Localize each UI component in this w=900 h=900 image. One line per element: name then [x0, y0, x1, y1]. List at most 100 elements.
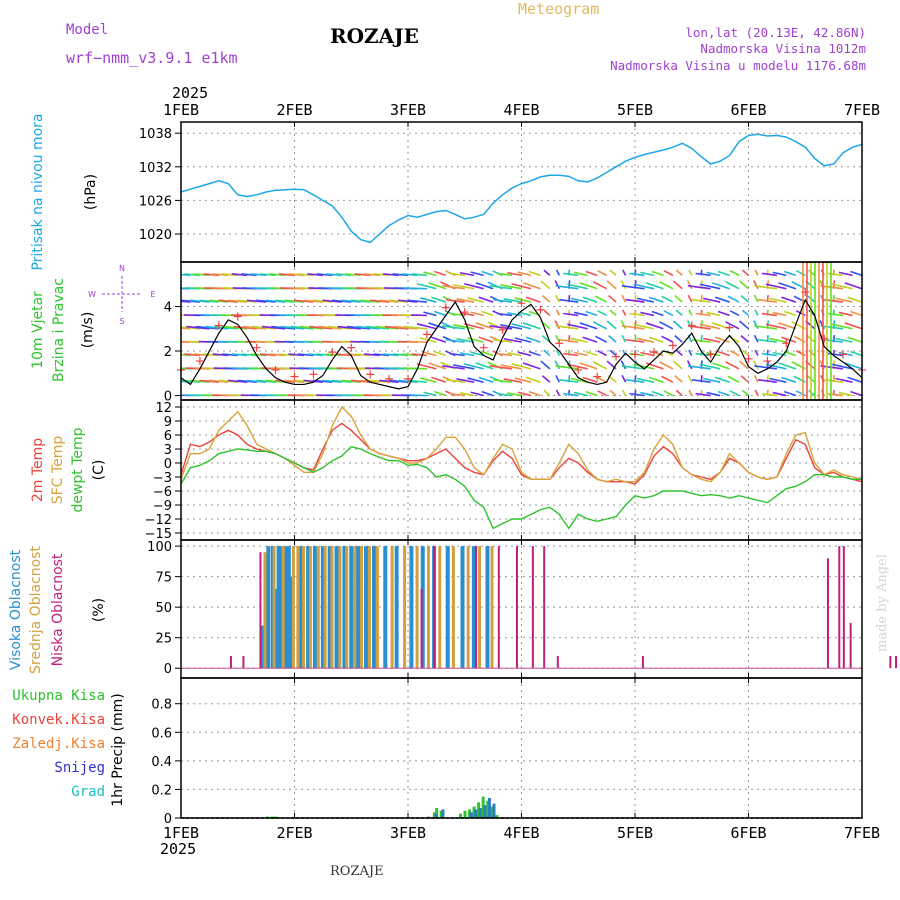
wind-arrow: [784, 350, 797, 357]
wind-arrow: [401, 353, 418, 357]
cloud-bar: [323, 546, 327, 669]
wind-arrow: [434, 270, 447, 277]
precip-bar: [434, 813, 438, 818]
wind-arrow: [470, 271, 484, 277]
wind-arrow: [193, 273, 210, 277]
cloud-bar: [308, 546, 312, 669]
wind-arrow: [772, 271, 787, 277]
cloud-bar: [263, 552, 267, 669]
gust-marker: [214, 321, 223, 330]
wind-arrow: [303, 379, 323, 383]
precip-bar: [490, 806, 494, 818]
wind-arrow: [181, 381, 182, 383]
gust-marker: [479, 343, 488, 352]
wind-arrow: [621, 285, 645, 290]
precip-bar: [472, 806, 476, 818]
wind-arrow: [640, 311, 655, 317]
wind-arrow: [636, 297, 655, 303]
precip-bar: [478, 808, 482, 818]
x-tick-label-top: 4FEB: [503, 101, 539, 119]
wind-arrow: [633, 283, 655, 290]
wind-arrow: [218, 299, 238, 303]
cloud-bar: [296, 546, 300, 669]
wind-arrow: [675, 349, 683, 357]
x-tick-label-top: 6FEB: [730, 101, 766, 119]
y-tick-label: −12: [145, 513, 172, 528]
wind-arrow: [636, 337, 655, 343]
wind-arrow: [500, 364, 522, 370]
wind-arrow: [592, 361, 607, 370]
wind-arrow: [392, 353, 409, 357]
wind-arrow: [481, 350, 494, 357]
y-tick-label: 0: [164, 812, 172, 827]
wind-arrow: [205, 325, 229, 330]
wind-arrow: [309, 325, 333, 330]
wind-arrow: [741, 309, 750, 317]
wind-arrow: [740, 335, 750, 343]
wind-arrow: [741, 269, 750, 276]
cloud-bar: [327, 546, 332, 669]
wind-arrow: [452, 283, 475, 290]
cloud-bar: [286, 546, 291, 669]
wind-arrow: [795, 350, 806, 357]
wind-arrow: [850, 270, 862, 277]
wind-arrow: [844, 322, 862, 330]
lonlat-label: lon,lat (20.13E, 42.86N): [685, 25, 866, 40]
wind-arrow: [592, 281, 607, 290]
gust-marker: [233, 312, 242, 321]
wind-arrow: [640, 351, 655, 357]
wind-arrow: [316, 273, 333, 277]
y-tick-label: 0: [164, 662, 172, 677]
cloud-bar: [338, 546, 342, 669]
cloud-bar: [826, 558, 829, 669]
gust-marker: [517, 299, 526, 308]
precip-bar: [435, 808, 439, 818]
wind-arrow: [795, 390, 806, 397]
wind-arrow: [765, 323, 787, 330]
cloud-bar: [274, 588, 279, 669]
wind-arrow: [609, 269, 617, 276]
wind-arrow: [633, 323, 655, 330]
wind-arrow: [672, 280, 683, 290]
wind-arrow: [449, 392, 465, 397]
wind-arrow: [688, 269, 693, 276]
temp-line-2: [180, 445, 862, 530]
x-tick-label-top: 3FEB: [390, 101, 426, 119]
precip-bar: [458, 813, 462, 818]
cloud-bar: [842, 546, 845, 669]
wind-arrow: [434, 350, 447, 357]
wind-arrow: [543, 389, 551, 397]
wind-arrow: [322, 379, 342, 383]
wind-arrow: [661, 375, 674, 383]
wind-arrow: [622, 389, 627, 396]
wind-arrow: [275, 299, 295, 303]
cloud-bar: [390, 546, 394, 669]
wind-arrow: [675, 389, 683, 397]
cloud-bar: [466, 546, 470, 669]
x-tick-label-top: 2FEB: [276, 101, 312, 119]
wind-arrow: [757, 338, 777, 343]
wind-arrow: [832, 363, 853, 370]
wind-arrow: [645, 322, 664, 330]
wind-arrow: [478, 296, 494, 303]
wind-arrow: [625, 338, 645, 343]
wind-arrow: [181, 327, 191, 330]
wind-arrow: [769, 377, 787, 383]
wind-arrow: [832, 283, 853, 290]
wind-arrow: [740, 294, 750, 303]
gust-marker: [385, 374, 394, 383]
wind-arrow: [772, 391, 787, 397]
wind-arrow: [242, 325, 267, 330]
wind-arrow: [555, 309, 561, 316]
wind-arrow: [522, 362, 541, 370]
cloud-bar: [426, 546, 430, 669]
wind-arrow: [688, 365, 711, 370]
wind-arrow: [695, 392, 711, 397]
wind-arrow: [778, 322, 797, 330]
wind-arrow: [223, 325, 248, 330]
wind-arrow: [543, 309, 551, 317]
wind-arrow: [754, 309, 759, 316]
wind-arrow: [208, 299, 229, 303]
wind-arrow: [241, 273, 257, 277]
wind-arrow: [753, 320, 759, 330]
